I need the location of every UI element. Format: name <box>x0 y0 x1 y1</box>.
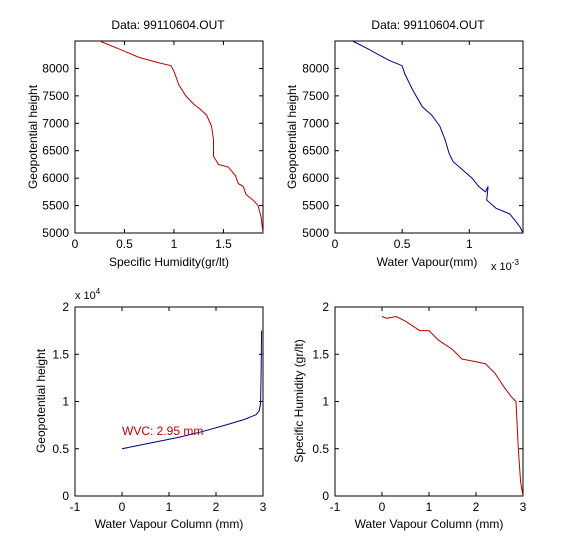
x-tick-label: 0 <box>72 237 79 251</box>
x-tick-label: 3 <box>260 500 267 514</box>
panel-top-right-ticks: 0 0.5 1 5000 5500 6000 6500 7000 7500 8000 <box>302 41 523 251</box>
y-tick-label: 6000 <box>302 171 329 185</box>
panel-top-left-title: Data: 99110604.OUT <box>111 18 225 32</box>
y-tick-label: 6500 <box>42 144 69 158</box>
y-tick-label: 0 <box>62 489 69 503</box>
panel-bottom-left: x 104 -1 0 1 2 300.511.52 WVC: 2.95 mm Water… <box>34 287 267 531</box>
y-tick-label: 1.5 <box>52 347 69 361</box>
panel-bottom-right-ylabel: Specific Humidity (gr/lt) <box>292 339 306 462</box>
panel-bottom-left-axes <box>74 306 264 497</box>
panel-top-left-xlabel: Specific Humidity(gr/lt) <box>109 255 229 269</box>
panel-bottom-right-xlabel: Water Vapour Column (mm) <box>355 517 504 531</box>
panel-bottom-left-series-line <box>121 330 263 450</box>
panel-top-left-series-line <box>99 40 264 234</box>
x-tick-label: 3 <box>520 500 527 514</box>
x-tick-label: 0.5 <box>394 237 411 251</box>
panel-bottom-left-multiplier: x 104 <box>75 287 101 302</box>
y-tick-label: 8000 <box>302 61 329 75</box>
x-tick-label: 0 <box>332 237 339 251</box>
x-tick-label: 1.5 <box>215 237 232 251</box>
x-tick-label: 0.5 <box>116 237 133 251</box>
y-tick-label: 5000 <box>42 226 69 240</box>
panel-bottom-right-series-line <box>381 315 524 497</box>
y-tick-label: 5500 <box>42 199 69 213</box>
y-tick-label: 2 <box>62 300 69 314</box>
x-tick-label: 1 <box>466 237 473 251</box>
y-tick-label: 7500 <box>42 89 69 103</box>
panel-bottom-left-ticks: -1 0 1 2 300.511.52 <box>52 300 266 514</box>
y-tick-label: 0.5 <box>312 442 329 456</box>
y-tick-label: 8000 <box>42 61 69 75</box>
x-tick-label: 1 <box>166 500 173 514</box>
panel-top-right-series-line <box>352 40 524 234</box>
x-tick-label: 0 <box>379 500 386 514</box>
panel-bottom-left-xlabel: Water Vapour Column (mm) <box>95 517 244 531</box>
y-tick-label: 1 <box>62 395 69 409</box>
x-tick-label: -1 <box>70 500 81 514</box>
x-tick-label: 1 <box>426 500 433 514</box>
panel-top-right-xlabel: Water Vapour(mm) <box>377 255 478 269</box>
y-tick-label: 6500 <box>302 144 329 158</box>
panel-top-left: Data: 99110604.OUT 0 0.5 1 1.5 5000 5500 6000 6… <box>26 18 264 269</box>
x-tick-label: 1 <box>171 237 178 251</box>
panel-top-left-ticks: 0 0.5 1 1.5 5000 5500 6000 6500 7000 7500 8000 <box>42 41 263 251</box>
panel-bottom-right-axes <box>334 306 524 497</box>
y-tick-label: 5000 <box>302 226 329 240</box>
x-tick-label: -1 <box>330 500 341 514</box>
panel-bottom-left-annotation: WVC: 2.95 mm <box>122 424 203 438</box>
panel-top-left-axes <box>74 40 264 234</box>
panel-top-right-title: Data: 99110604.OUT <box>371 18 485 32</box>
y-tick-label: 7000 <box>42 116 69 130</box>
y-tick-label: 0.5 <box>52 442 69 456</box>
panel-top-left-ylabel: Geopotential height <box>26 84 40 189</box>
panel-top-right-ylabel: Geopotential height <box>285 84 299 189</box>
y-tick-label: 1 <box>322 395 329 409</box>
y-tick-label: 7000 <box>302 116 329 130</box>
y-tick-label: 6000 <box>42 171 69 185</box>
y-tick-label: 1.5 <box>312 347 329 361</box>
panel-bottom-right-ticks: -1 0 1 2 300.511.52 <box>312 300 526 514</box>
panel-bottom-left-ylabel: Geopotential height <box>34 348 48 453</box>
panel-top-right-multiplier: x 10-3 <box>491 258 519 273</box>
y-tick-label: 7500 <box>302 89 329 103</box>
x-tick-label: 2 <box>213 500 220 514</box>
panel-top-right: Data: 99110604.OUT 0 0.5 1 5000 5500 6000 6500… <box>285 18 524 273</box>
x-tick-label: 2 <box>473 500 480 514</box>
y-tick-label: 5500 <box>302 199 329 213</box>
panel-top-right-axes <box>334 40 524 234</box>
x-tick-label: 0 <box>119 500 126 514</box>
y-tick-label: 2 <box>322 300 329 314</box>
y-tick-label: 0 <box>322 489 329 503</box>
panel-bottom-right: -1 0 1 2 300.511.52 Water Vapour Column (mm)… <box>292 300 527 531</box>
